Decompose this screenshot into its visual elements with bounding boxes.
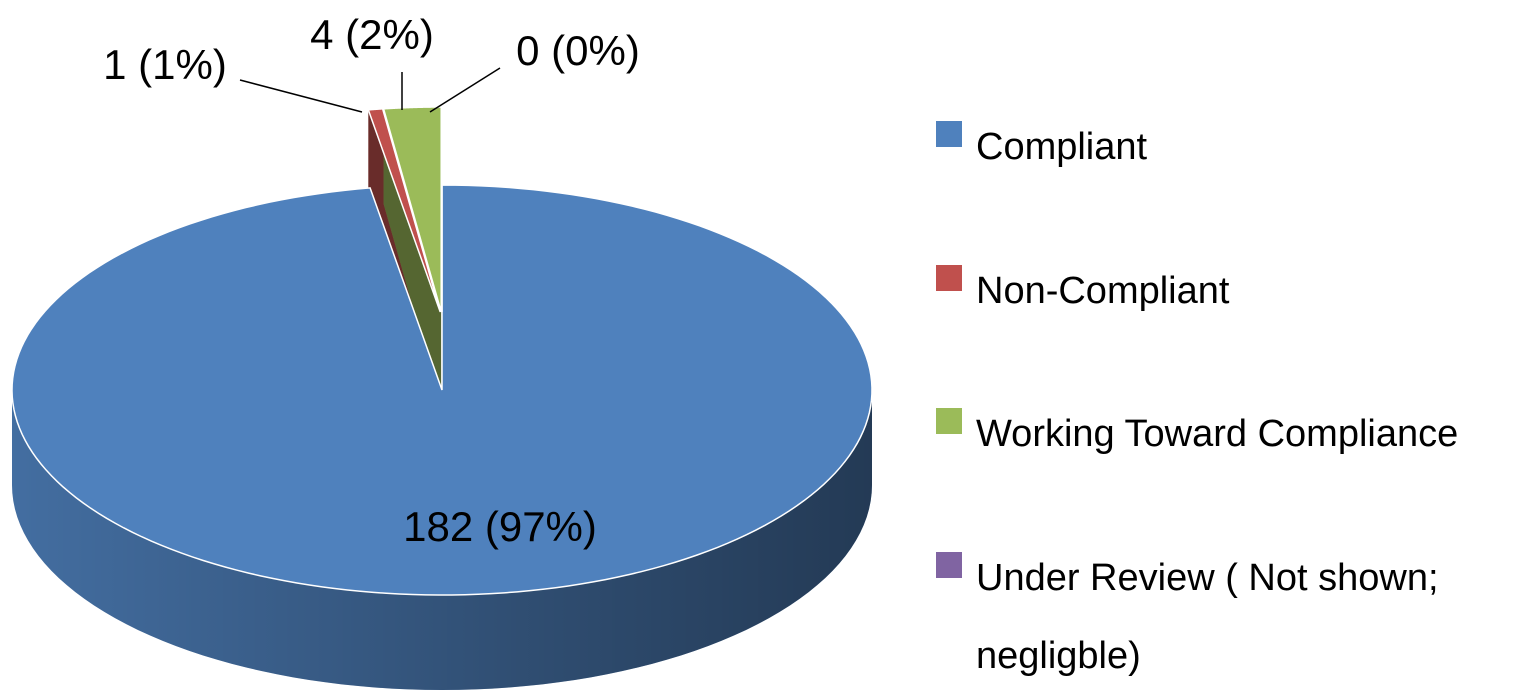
legend-label: Non-Compliant [976, 270, 1230, 312]
legend-swatch [936, 265, 962, 291]
legend-item: Non-Compliant [936, 252, 1521, 330]
legend-label: Under Review ( Not shown; negligble) [976, 557, 1439, 677]
slice [382, 106, 442, 313]
slice [11, 184, 873, 596]
legend-item: Under Review ( Not shown; negligble) [936, 539, 1521, 695]
pie [11, 106, 873, 690]
legend-swatch [936, 552, 962, 578]
leader-line [429, 67, 501, 113]
data-label: 4 (2%) [310, 11, 434, 58]
legend-swatch [936, 121, 962, 147]
data-label: 182 (97%) [403, 503, 597, 550]
labels: 182 (97%) 1 (1%) 4 (2%) 0 (0%) [103, 11, 640, 550]
legend-item: Compliant [936, 108, 1521, 186]
legend-swatch [936, 408, 962, 434]
slice [367, 108, 441, 313]
legend-label: Working Toward Compliance [976, 413, 1459, 455]
legend-label: Compliant [976, 126, 1148, 168]
slice-side-shade [12, 390, 872, 690]
data-label: 0 (0%) [516, 27, 640, 74]
legend-item: Working Toward Compliance [936, 395, 1521, 473]
leader-line [239, 79, 363, 113]
data-label: 1 (1%) [103, 41, 227, 88]
